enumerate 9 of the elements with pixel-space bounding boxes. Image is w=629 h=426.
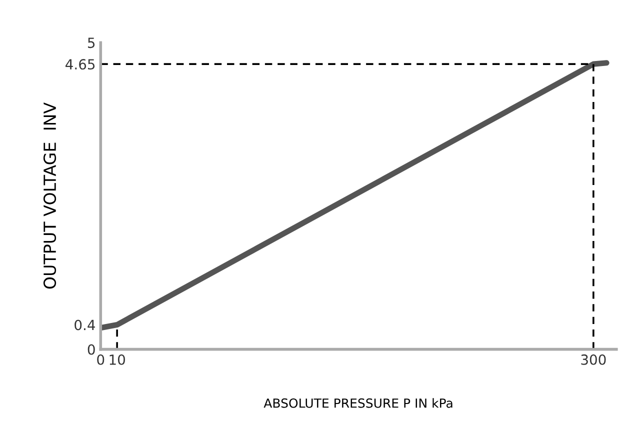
x-tick-label: 300	[581, 354, 606, 365]
x-axis-title: ABSOLUTE PRESSURE P IN kPa	[264, 398, 452, 408]
y-tick-label: 5	[88, 38, 95, 48]
y-tick-label: 0.4	[74, 320, 95, 330]
x-tick-label: 10	[110, 354, 125, 365]
y-axis-title: OUTPUT VOLTAGE INV	[43, 102, 56, 289]
y-tick-label: 0	[88, 344, 95, 355]
y-tick-label: 4.65	[66, 59, 95, 70]
x-tick-label: 0	[97, 354, 104, 365]
